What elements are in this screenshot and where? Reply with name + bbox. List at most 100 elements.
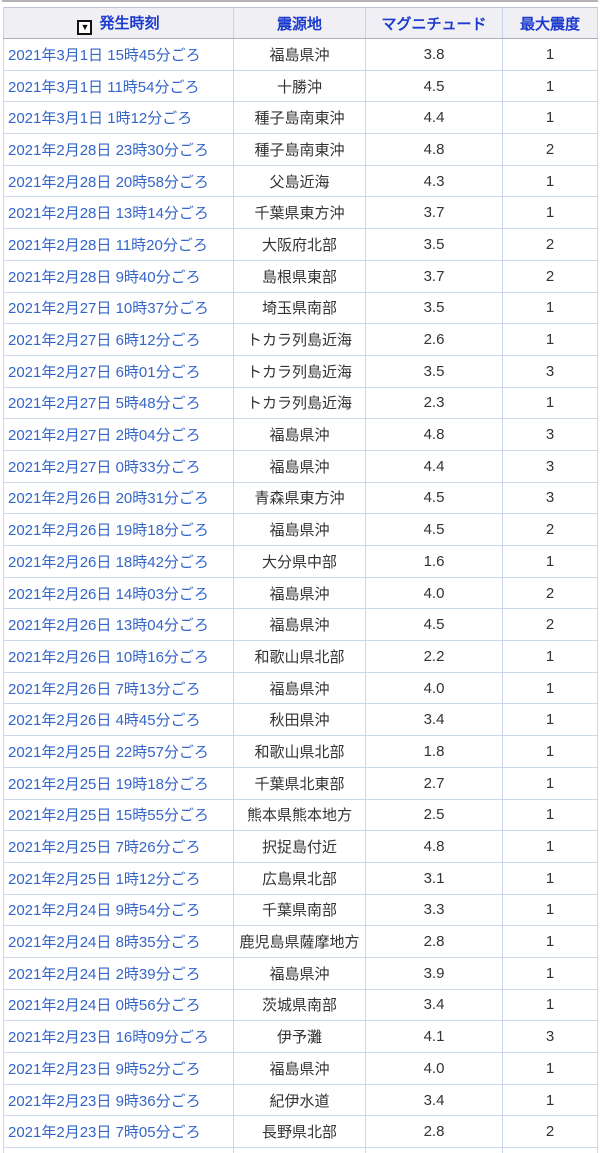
quake-time-link[interactable]: 2021年2月27日 2時04分ごろ (8, 427, 201, 445)
intensity-cell: 1 (502, 1052, 598, 1085)
sort-descending-icon[interactable]: ▼ (77, 19, 93, 35)
quake-time-cell: 2021年2月28日 13時14分ごろ (3, 196, 234, 230)
magnitude-cell: 2.8 (365, 925, 503, 958)
quake-time-link[interactable]: 2021年2月28日 11時20分ごろ (8, 236, 208, 254)
quake-time-link[interactable]: 2021年2月25日 22時57分ごろ (8, 743, 209, 761)
quake-time-link[interactable]: 2021年2月27日 5時48分ごろ (8, 395, 201, 413)
quake-time-cell: 2021年2月27日 10時37分ごろ (3, 291, 234, 325)
magnitude-cell: 4.3 (365, 164, 503, 198)
quake-time-cell: 2021年2月26日 18時42分ごろ (3, 545, 234, 578)
quake-time-link[interactable]: 2021年2月27日 6時12分ごろ (8, 332, 201, 350)
table-header-row: ▼ 発生時刻 震源地 マグニチュード 最大震度 (3, 7, 598, 39)
magnitude-cell: 3.5 (365, 354, 503, 388)
table-row: 2021年2月27日 6時01分ごろ トカラ列島近海 3.5 3 (3, 354, 598, 388)
column-header-magnitude: マグニチュード (365, 7, 503, 39)
epicenter-cell: 千葉県南部 (233, 893, 366, 927)
intensity-cell: 1 (502, 323, 598, 356)
intensity-cell: 1 (502, 735, 598, 768)
quake-time-link[interactable]: 2021年2月26日 19時18分ごろ (8, 522, 209, 540)
table-row: 2021年2月26日 4時45分ごろ 秋田県沖 3.4 1 (3, 703, 598, 737)
table-row: 2021年2月26日 13時04分ごろ 福島県沖 4.5 2 (3, 608, 598, 642)
magnitude-cell: 4.0 (365, 576, 503, 610)
quake-time-link[interactable]: 2021年2月26日 7時13分ごろ (8, 680, 201, 698)
quake-time-link[interactable]: 2021年2月26日 20時31分ごろ (8, 490, 209, 508)
table-row: 2021年2月28日 11時20分ごろ 大阪府北部 3.5 2 (3, 228, 598, 261)
magnitude-cell: 4.8 (365, 133, 503, 166)
table-row: 2021年2月23日 9時36分ごろ 紀伊水道 3.4 1 (3, 1083, 598, 1117)
magnitude-cell: 4.0 (365, 1052, 503, 1085)
quake-time-link[interactable]: 2021年2月24日 9時54分ごろ (8, 902, 201, 920)
quake-time-cell: 2021年2月25日 22時57分ごろ (3, 735, 234, 768)
epicenter-cell: 島根県東部 (233, 259, 366, 293)
quake-time-cell: 2021年2月28日 11時20分ごろ (3, 228, 234, 261)
intensity-cell: 1 (502, 956, 598, 990)
table-row: 2021年2月27日 0時33分ごろ 福島県沖 4.4 3 (3, 449, 598, 483)
quake-time-link[interactable]: 2021年2月26日 14時03分ごろ (8, 585, 209, 603)
table-row: 2021年2月25日 7時26分ごろ 択捉島付近 4.8 1 (3, 830, 598, 863)
epicenter-cell: 十勝沖 (233, 69, 366, 103)
intensity-cell: 2 (502, 228, 598, 261)
table-row: 2021年2月23日 16時09分ごろ 伊予灘 4.1 3 (3, 1020, 598, 1053)
quake-time-link[interactable]: 2021年2月27日 10時37分ごろ (8, 300, 209, 318)
quake-time-link[interactable]: 2021年2月24日 2時39分ごろ (8, 965, 201, 983)
epicenter-cell: 福島県沖 (233, 576, 366, 610)
intensity-cell: 3 (502, 481, 598, 515)
quake-time-link[interactable]: 2021年2月26日 18時42分ごろ (8, 553, 209, 571)
table-header: ▼ 発生時刻 震源地 マグニチュード 最大震度 (3, 7, 598, 39)
quake-time-link[interactable]: 2021年2月28日 13時14分ごろ (8, 205, 209, 223)
column-header-time-label: 発生時刻 (99, 14, 160, 32)
quake-time-link[interactable]: 2021年2月23日 7時05分ごろ (8, 1124, 201, 1142)
quake-time-link[interactable]: 2021年2月25日 7時26分ごろ (8, 839, 201, 857)
table-row: 2021年2月28日 20時58分ごろ 父島近海 4.3 1 (3, 164, 598, 198)
magnitude-cell: 2.7 (365, 766, 503, 800)
quake-time-link[interactable]: 2021年2月27日 6時01分ごろ (8, 363, 201, 381)
epicenter-cell: トカラ列島近海 (233, 323, 366, 356)
quake-time-link[interactable]: 2021年2月27日 0時33分ごろ (8, 458, 201, 476)
quake-time-link[interactable]: 2021年2月26日 10時16分ごろ (8, 648, 209, 666)
quake-time-link[interactable]: 2021年2月23日 9時36分ごろ (8, 1092, 201, 1110)
quake-time-cell: 2021年2月26日 4時45分ごろ (3, 703, 234, 737)
quake-time-link[interactable]: 2021年2月23日 9時52分ごろ (8, 1060, 201, 1078)
quake-time-link[interactable]: 2021年2月25日 1時12分ごろ (8, 870, 201, 888)
quake-time-link[interactable]: 2021年2月28日 23時30分ごろ (8, 141, 209, 159)
quake-time-link[interactable]: 2021年2月26日 13時04分ごろ (8, 617, 209, 635)
magnitude-cell: 4.5 (365, 481, 503, 515)
magnitude-cell: 4.5 (365, 513, 503, 546)
quake-time-link[interactable]: 2021年3月1日 1時12分ごろ (8, 110, 193, 128)
epicenter-cell: 福島県沖 (233, 671, 366, 705)
column-header-time[interactable]: ▼ 発生時刻 (3, 7, 234, 39)
epicenter-cell: 青森県東方沖 (233, 481, 366, 515)
epicenter-cell: トカラ列島近海 (233, 354, 366, 388)
epicenter-cell: 千葉県北東部 (233, 766, 366, 800)
quake-time-cell: 2021年3月1日 11時54分ごろ (3, 69, 234, 103)
quake-time-link[interactable]: 2021年2月24日 8時35分ごろ (8, 934, 201, 952)
quake-time-cell: 2021年2月24日 0時56分ごろ (3, 988, 234, 1022)
magnitude-cell: 1.8 (365, 735, 503, 768)
intensity-cell: 2 (502, 259, 598, 293)
quake-time-link[interactable]: 2021年2月28日 20時58分ごろ (8, 173, 209, 191)
epicenter-cell: 福島県沖 (233, 1052, 366, 1085)
quake-time-link[interactable]: 2021年2月25日 15時55分ごろ (8, 807, 209, 825)
intensity-cell: 1 (502, 988, 598, 1022)
intensity-cell: 3 (502, 418, 598, 451)
quake-time-link[interactable]: 2021年2月24日 0時56分ごろ (8, 997, 201, 1015)
table-row: 2021年2月24日 8時35分ごろ 鹿児島県薩摩地方 2.8 1 (3, 925, 598, 958)
table-row-partial (3, 1147, 598, 1153)
quake-time-cell: 2021年2月27日 0時33分ごろ (3, 449, 234, 483)
quake-time-link[interactable]: 2021年3月1日 15時45分ごろ (8, 46, 201, 64)
quake-time-link[interactable]: 2021年2月25日 19時18分ごろ (8, 775, 209, 793)
intensity-cell: 1 (502, 386, 598, 420)
table-row: 2021年2月28日 13時14分ごろ 千葉県東方沖 3.7 1 (3, 196, 598, 230)
quake-time-cell: 2021年2月24日 2時39分ごろ (3, 956, 234, 990)
quake-time-link[interactable]: 2021年3月1日 11時54分ごろ (8, 78, 200, 96)
table-row: 2021年2月23日 9時52分ごろ 福島県沖 4.0 1 (3, 1052, 598, 1085)
page-top-divider (2, 0, 598, 2)
epicenter-cell: 伊予灘 (233, 1020, 366, 1053)
magnitude-cell: 2.6 (365, 323, 503, 356)
quake-time-cell: 2021年2月27日 5時48分ごろ (3, 386, 234, 420)
quake-time-link[interactable]: 2021年2月26日 4時45分ごろ (8, 712, 201, 730)
quake-time-link[interactable]: 2021年2月23日 16時09分ごろ (8, 1029, 209, 1047)
quake-time-link[interactable]: 2021年2月28日 9時40分ごろ (8, 268, 201, 286)
magnitude-cell: 3.4 (365, 988, 503, 1022)
epicenter-cell: 紀伊水道 (233, 1083, 366, 1117)
